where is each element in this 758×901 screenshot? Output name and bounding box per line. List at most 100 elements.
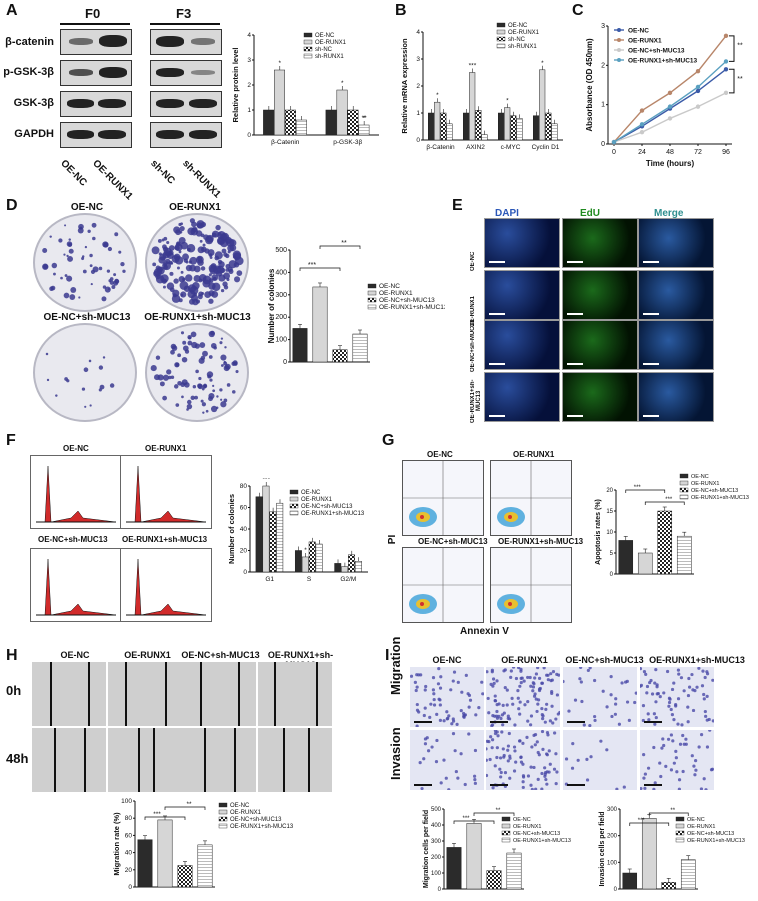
stained-cell bbox=[677, 778, 682, 782]
sig-bracket bbox=[644, 501, 685, 505]
colony bbox=[219, 388, 223, 392]
colony bbox=[66, 241, 73, 247]
stained-cell bbox=[503, 686, 507, 690]
colony bbox=[109, 383, 115, 388]
stained-cell bbox=[705, 694, 709, 698]
flow-x-label: Annexin V bbox=[460, 626, 509, 637]
colony bbox=[215, 406, 219, 410]
colony bbox=[81, 257, 85, 261]
x-tick-label: β-Catenin bbox=[426, 144, 455, 151]
data-point bbox=[723, 67, 729, 72]
stained-cell bbox=[669, 707, 673, 712]
blot-group-line bbox=[60, 23, 130, 25]
stained-cell bbox=[652, 745, 656, 750]
colony bbox=[161, 238, 165, 242]
colony bbox=[160, 274, 169, 283]
stained-cell bbox=[645, 684, 650, 689]
legend-swatch bbox=[501, 837, 511, 843]
scale-bar bbox=[567, 721, 585, 723]
colony bbox=[191, 221, 197, 228]
colony bbox=[90, 282, 93, 286]
colony bbox=[178, 236, 186, 244]
stained-cell bbox=[703, 675, 707, 680]
stained-cell bbox=[519, 681, 523, 685]
bar bbox=[434, 101, 441, 141]
significance-mark: * bbox=[341, 80, 344, 87]
scale-bar bbox=[643, 313, 659, 315]
legend-label: OE-NC bbox=[691, 474, 709, 480]
colony bbox=[220, 398, 223, 401]
colony bbox=[185, 274, 193, 282]
stained-cell bbox=[426, 749, 431, 753]
stained-cell bbox=[576, 758, 580, 762]
stained-cell bbox=[669, 733, 673, 737]
legend-swatch bbox=[367, 304, 377, 310]
colony bbox=[234, 257, 238, 261]
legend-swatch bbox=[289, 503, 299, 509]
microscopy-image bbox=[562, 218, 638, 268]
colony bbox=[197, 383, 203, 390]
stained-cell bbox=[511, 667, 516, 669]
stained-cell bbox=[536, 667, 540, 670]
stained-cell bbox=[697, 745, 701, 749]
stained-cell bbox=[526, 719, 530, 723]
bar bbox=[475, 110, 482, 141]
colony bbox=[178, 250, 182, 254]
colony bbox=[193, 265, 201, 273]
stained-cell bbox=[537, 688, 542, 693]
colony bbox=[182, 345, 189, 352]
stained-cell bbox=[653, 722, 657, 726]
x-axis-label: Time (hours) bbox=[646, 159, 695, 168]
panel-label-d: D bbox=[6, 197, 18, 214]
colony bbox=[235, 369, 239, 374]
y-tick-label: 80 bbox=[125, 815, 133, 822]
bar bbox=[657, 510, 673, 575]
colony bbox=[177, 380, 182, 386]
colony bbox=[223, 361, 228, 366]
stained-cell bbox=[495, 746, 499, 750]
stained-cell bbox=[521, 780, 525, 784]
legend-swatch bbox=[289, 489, 299, 495]
stained-cell bbox=[526, 699, 530, 704]
colony bbox=[166, 369, 172, 375]
stained-cell bbox=[642, 670, 647, 674]
wound-edge-line bbox=[137, 728, 140, 792]
legend-label: OE-NC bbox=[301, 490, 321, 496]
wound-edge-line bbox=[200, 662, 202, 726]
y-axis-label: Relative protein level bbox=[231, 47, 240, 122]
blot-lane-label: sh-RUNX1 bbox=[180, 158, 223, 201]
stained-cell bbox=[490, 724, 494, 727]
stained-cell bbox=[711, 678, 714, 682]
legend-label: sh-RUNX1 bbox=[508, 44, 537, 50]
wound-edge-line bbox=[54, 728, 56, 792]
stained-cell bbox=[467, 732, 471, 736]
stained-cell bbox=[676, 668, 681, 672]
colony bbox=[101, 296, 107, 302]
stained-cell bbox=[459, 752, 463, 756]
scale-bar bbox=[414, 784, 432, 786]
transwell-image bbox=[563, 667, 637, 727]
stained-cell bbox=[665, 669, 670, 674]
histogram bbox=[30, 548, 122, 622]
flow-plot bbox=[490, 547, 572, 623]
legend-swatch bbox=[501, 830, 511, 836]
stained-cell bbox=[531, 689, 535, 693]
stained-cell bbox=[535, 740, 539, 744]
colony bbox=[187, 340, 193, 346]
colony bbox=[89, 264, 93, 268]
blot-group-f3: F3 bbox=[176, 6, 192, 21]
bar bbox=[263, 109, 275, 136]
scale-bar bbox=[414, 721, 432, 723]
colony bbox=[176, 266, 180, 270]
cell-population-center bbox=[508, 602, 512, 606]
stained-cell bbox=[543, 772, 547, 776]
stained-cell bbox=[498, 767, 502, 771]
stained-cell bbox=[495, 709, 499, 714]
wound-image bbox=[182, 662, 256, 726]
sig-bracket bbox=[473, 812, 515, 816]
stained-cell bbox=[518, 700, 522, 704]
scale-bar bbox=[489, 363, 505, 365]
transwell-image bbox=[486, 730, 560, 790]
stained-cell bbox=[495, 703, 499, 707]
